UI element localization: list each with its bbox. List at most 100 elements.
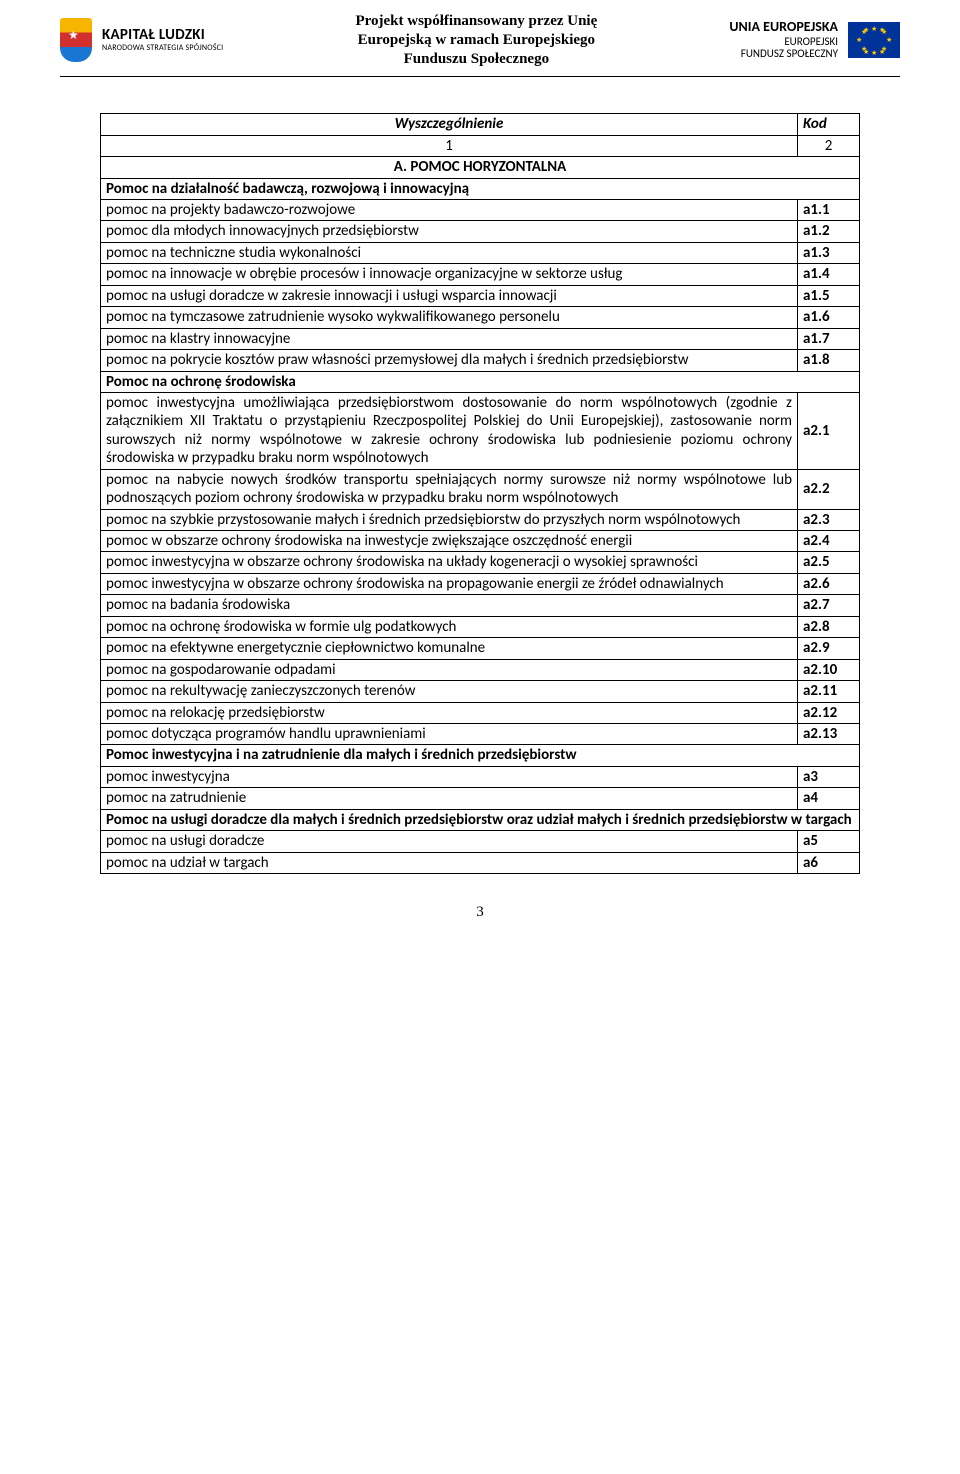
row-desc: pomoc na rekultywację zanieczyszczonych … — [101, 681, 798, 702]
row-desc: pomoc na ochronę środowiska w formie ulg… — [101, 616, 798, 637]
row-kod: a1.4 — [798, 264, 860, 285]
row-kod: a2.9 — [798, 638, 860, 659]
table-row: pomoc inwestycyjna w obszarze ochrony śr… — [101, 573, 860, 594]
row-desc: pomoc dla młodych innowacyjnych przedsię… — [101, 221, 798, 242]
row-desc: pomoc na nabycie nowych środków transpor… — [101, 469, 798, 509]
row-kod: a2.13 — [798, 723, 860, 744]
kapital-ludzki-subtitle: NARODOWA STRATEGIA SPÓJNOŚCI — [102, 44, 223, 53]
eu-bot: FUNDUSZ SPOŁECZNY — [729, 48, 838, 61]
header-center-line3: Funduszu Społecznego — [355, 50, 597, 69]
row-desc: pomoc na efektywne energetycznie ciepłow… — [101, 638, 798, 659]
header-center-text: Projekt współfinansowany przez Unię Euro… — [355, 12, 597, 68]
row-kod: a1.5 — [798, 285, 860, 306]
subsection-1: Pomoc na działalność badawczą, rozwojową… — [101, 178, 860, 199]
row-kod: a6 — [798, 852, 860, 873]
table-row: pomoc na pokrycie kosztów praw własności… — [101, 350, 860, 371]
row-desc: pomoc na innowacje w obrębie procesów i … — [101, 264, 798, 285]
table-row: pomoc na relokację przedsiębiorstwa2.12 — [101, 702, 860, 723]
table-row: pomoc na techniczne studia wykonalnościa… — [101, 242, 860, 263]
table-row: pomoc na usługi doradczea5 — [101, 831, 860, 852]
col-num-1: 1 — [101, 135, 798, 156]
row-desc: pomoc na gospodarowanie odpadami — [101, 659, 798, 680]
page-number: 3 — [0, 894, 960, 941]
kapital-ludzki-badge-icon — [60, 18, 92, 62]
table-row: pomoc w obszarze ochrony środowiska na i… — [101, 531, 860, 552]
kapital-ludzki-text: KAPITAŁ LUDZKI NARODOWA STRATEGIA SPÓJNO… — [102, 27, 223, 52]
logo-eu: UNIA EUROPEJSKA EUROPEJSKI FUNDUSZ SPOŁE… — [729, 19, 900, 60]
row-desc: pomoc na klastry innowacyjne — [101, 328, 798, 349]
row-desc: pomoc inwestycyjna w obszarze ochrony śr… — [101, 552, 798, 573]
kapital-ludzki-title: KAPITAŁ LUDZKI — [102, 27, 223, 44]
row-kod: a2.1 — [798, 392, 860, 469]
table-header-row: Wyszczególnienie Kod — [101, 114, 860, 135]
row-kod: a2.10 — [798, 659, 860, 680]
table-row: pomoc na projekty badawczo-rozwojowea1.1 — [101, 200, 860, 221]
subsection-2: Pomoc na ochronę środowiska — [101, 371, 860, 392]
row-kod: a1.8 — [798, 350, 860, 371]
table-row: pomoc na szybkie przystosowanie małych i… — [101, 509, 860, 530]
aid-categories-table: Wyszczególnienie Kod 1 2 A. POMOC HORYZO… — [100, 113, 860, 874]
row-desc: pomoc na tymczasowe zatrudnienie wysoko … — [101, 307, 798, 328]
row-desc: pomoc inwestycyjna w obszarze ochrony śr… — [101, 573, 798, 594]
table-row: pomoc na rekultywację zanieczyszczonych … — [101, 681, 860, 702]
eu-flag-icon: ★ ★ ★ ★ ★ ★ ★ ★ ★ ★ ★ ★ — [848, 22, 900, 58]
table-row: pomoc na tymczasowe zatrudnienie wysoko … — [101, 307, 860, 328]
row-kod: a2.11 — [798, 681, 860, 702]
subsection-4: Pomoc na usługi doradcze dla małych i śr… — [101, 809, 860, 830]
table-row: pomoc na udział w targacha6 — [101, 852, 860, 873]
row-kod: a2.7 — [798, 595, 860, 616]
table-row: pomoc inwestycyjnaa3 — [101, 766, 860, 787]
row-desc: pomoc na udział w targach — [101, 852, 798, 873]
section-row: A. POMOC HORYZONTALNA — [101, 157, 860, 178]
row-kod: a5 — [798, 831, 860, 852]
row-desc: pomoc na badania środowiska — [101, 595, 798, 616]
row-desc: pomoc na relokację przedsiębiorstw — [101, 702, 798, 723]
row-kod: a2.6 — [798, 573, 860, 594]
subsection-row: Pomoc na działalność badawczą, rozwojową… — [101, 178, 860, 199]
row-kod: a2.2 — [798, 469, 860, 509]
row-desc: pomoc inwestycyjna umożliwiająca przedsi… — [101, 392, 798, 469]
eu-title: UNIA EUROPEJSKA — [729, 19, 838, 35]
subsection-row: Pomoc na ochronę środowiska — [101, 371, 860, 392]
subsection-row: Pomoc inwestycyjna i na zatrudnienie dla… — [101, 745, 860, 766]
row-desc: pomoc na techniczne studia wykonalności — [101, 242, 798, 263]
header-center-line2: Europejską w ramach Europejskiego — [355, 31, 597, 50]
row-desc: pomoc na usługi doradcze — [101, 831, 798, 852]
subsection-row: Pomoc na usługi doradcze dla małych i śr… — [101, 809, 860, 830]
row-kod: a2.12 — [798, 702, 860, 723]
row-kod: a2.4 — [798, 531, 860, 552]
table-number-row: 1 2 — [101, 135, 860, 156]
header-center-line1: Projekt współfinansowany przez Unię — [355, 12, 597, 31]
logo-kapital-ludzki: KAPITAŁ LUDZKI NARODOWA STRATEGIA SPÓJNO… — [60, 18, 223, 62]
row-desc: pomoc dotycząca programów handlu uprawni… — [101, 723, 798, 744]
row-kod: a3 — [798, 766, 860, 787]
row-kod: a4 — [798, 788, 860, 809]
table-row: pomoc na efektywne energetycznie ciepłow… — [101, 638, 860, 659]
row-kod: a1.7 — [798, 328, 860, 349]
row-desc: pomoc na szybkie przystosowanie małych i… — [101, 509, 798, 530]
table-row: pomoc na badania środowiskaa2.7 — [101, 595, 860, 616]
row-desc: pomoc na projekty badawczo-rozwojowe — [101, 200, 798, 221]
col-header-kod: Kod — [798, 114, 860, 135]
row-kod: a1.1 — [798, 200, 860, 221]
table-row: pomoc inwestycyjna umożliwiająca przedsi… — [101, 392, 860, 469]
row-kod: a1.6 — [798, 307, 860, 328]
row-kod: a2.3 — [798, 509, 860, 530]
col-header-desc: Wyszczególnienie — [101, 114, 798, 135]
table-row: pomoc na nabycie nowych środków transpor… — [101, 469, 860, 509]
row-kod: a1.3 — [798, 242, 860, 263]
section-a-title: A. POMOC HORYZONTALNA — [101, 157, 860, 178]
row-desc: pomoc w obszarze ochrony środowiska na i… — [101, 531, 798, 552]
col-num-2: 2 — [798, 135, 860, 156]
row-kod: a2.8 — [798, 616, 860, 637]
table-row: pomoc na klastry innowacyjnea1.7 — [101, 328, 860, 349]
table-row: pomoc na zatrudnieniea4 — [101, 788, 860, 809]
table-row: pomoc na ochronę środowiska w formie ulg… — [101, 616, 860, 637]
subsection-3: Pomoc inwestycyjna i na zatrudnienie dla… — [101, 745, 860, 766]
table-row: pomoc na innowacje w obrębie procesów i … — [101, 264, 860, 285]
table-row: pomoc dla młodych innowacyjnych przedsię… — [101, 221, 860, 242]
eu-text: UNIA EUROPEJSKA EUROPEJSKI FUNDUSZ SPOŁE… — [729, 19, 838, 60]
table-row: pomoc na usługi doradcze w zakresie inno… — [101, 285, 860, 306]
row-kod: a1.2 — [798, 221, 860, 242]
page-header: KAPITAŁ LUDZKI NARODOWA STRATEGIA SPÓJNO… — [0, 0, 960, 72]
